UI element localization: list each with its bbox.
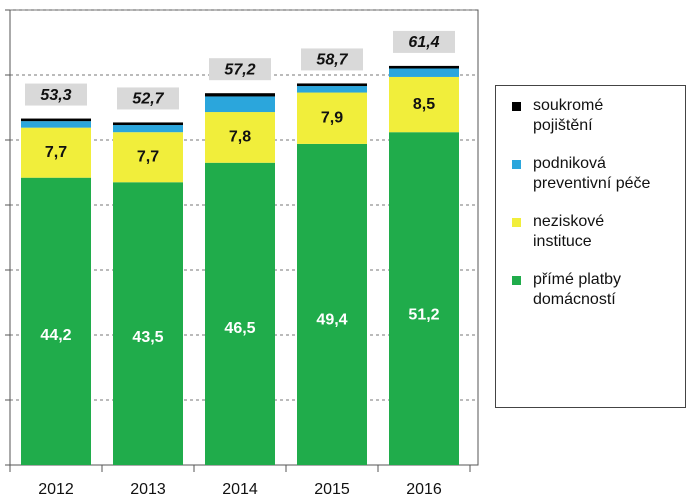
value-label: 7,8 bbox=[229, 129, 251, 146]
bar-segment bbox=[205, 93, 275, 97]
legend: soukromé pojištění podniková preventivní … bbox=[495, 85, 686, 408]
total-label-box bbox=[393, 30, 455, 53]
bar-segment bbox=[389, 76, 459, 133]
x-tick-label: 2014 bbox=[222, 481, 258, 498]
value-label: 8,5 bbox=[413, 96, 435, 113]
x-tick-label: 2012 bbox=[38, 481, 74, 498]
bar-segment bbox=[21, 177, 91, 465]
bar-segment bbox=[297, 92, 367, 144]
total-label: 61,4 bbox=[408, 34, 439, 51]
legend-label: neziskové instituce bbox=[533, 213, 605, 250]
legend-label: podniková preventivní péče bbox=[533, 155, 651, 192]
bar-segment bbox=[389, 65, 459, 69]
value-label: 49,4 bbox=[316, 312, 347, 329]
bar-segment bbox=[297, 143, 367, 465]
legend-item: neziskové instituce bbox=[512, 212, 677, 252]
total-label: 52,7 bbox=[132, 91, 164, 108]
total-label: 58,7 bbox=[316, 52, 348, 69]
value-label: 7,7 bbox=[45, 144, 67, 161]
legend-item: soukromé pojištění bbox=[512, 96, 677, 136]
total-label-box bbox=[25, 83, 87, 106]
bar-segment bbox=[21, 121, 91, 128]
bar-segment bbox=[21, 118, 91, 122]
value-label: 46,5 bbox=[224, 320, 255, 337]
bar-segment bbox=[113, 132, 183, 183]
legend-item: přímé platby domácností bbox=[512, 270, 677, 310]
bar-segment bbox=[21, 127, 91, 178]
bar-segment bbox=[113, 122, 183, 126]
bar-segment bbox=[205, 96, 275, 113]
total-label: 57,2 bbox=[224, 61, 255, 78]
bar-segment bbox=[113, 182, 183, 465]
legend-label: soukromé pojištění bbox=[533, 97, 604, 134]
bar-segment bbox=[389, 68, 459, 77]
total-label-box bbox=[301, 48, 363, 71]
x-tick-label: 2015 bbox=[314, 481, 350, 498]
total-label-box bbox=[209, 58, 271, 81]
value-label: 43,5 bbox=[132, 329, 163, 346]
legend-swatch bbox=[512, 160, 521, 169]
x-tick-label: 2016 bbox=[406, 481, 442, 498]
value-label: 7,7 bbox=[137, 148, 159, 165]
bar-segment bbox=[297, 86, 367, 93]
legend-swatch bbox=[512, 276, 521, 285]
value-label: 7,9 bbox=[321, 109, 343, 126]
bar-segment bbox=[297, 83, 367, 87]
bar-segment bbox=[205, 112, 275, 163]
bar-segment bbox=[113, 125, 183, 133]
value-label: 44,2 bbox=[40, 327, 71, 344]
x-tick-label: 2013 bbox=[130, 481, 166, 498]
legend-label: přímé platby domácností bbox=[533, 271, 622, 308]
bar-segment bbox=[205, 162, 275, 465]
legend-item: podniková preventivní péče bbox=[512, 154, 677, 194]
total-label: 53,3 bbox=[40, 87, 71, 104]
legend-swatch bbox=[512, 218, 521, 227]
value-label: 51,2 bbox=[408, 306, 439, 323]
total-label-box bbox=[117, 87, 179, 110]
bar-segment bbox=[389, 132, 459, 465]
legend-swatch bbox=[512, 102, 521, 111]
